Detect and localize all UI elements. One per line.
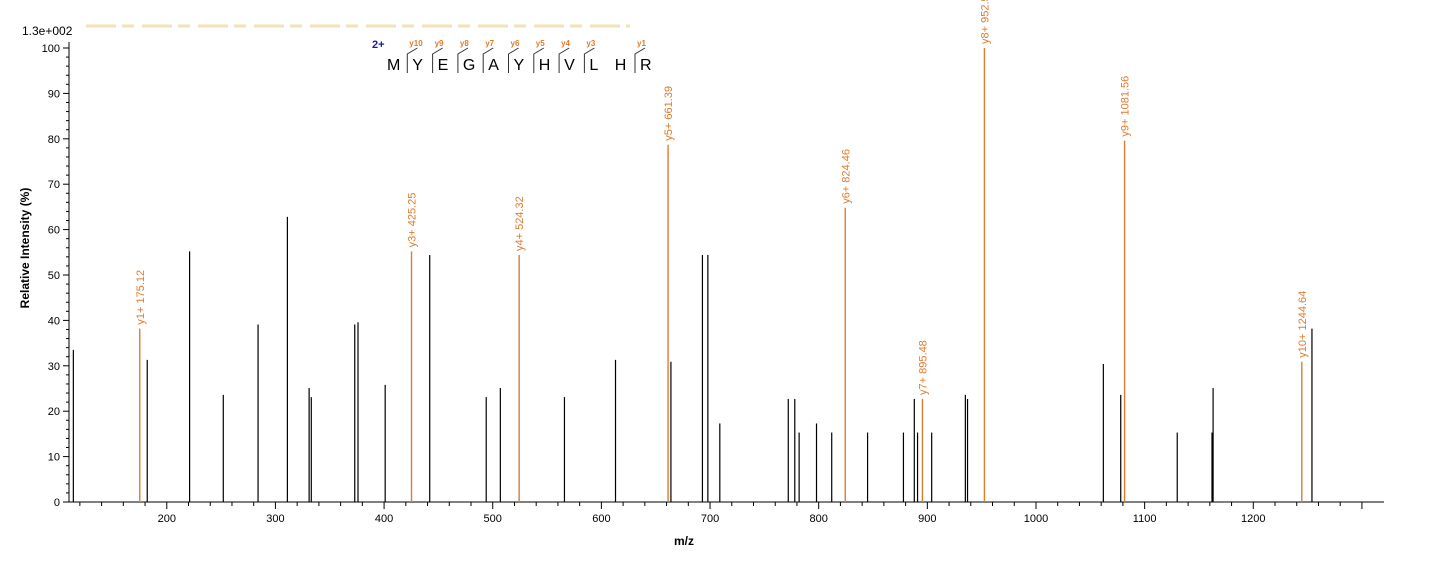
x-tick-label: 500 (484, 513, 502, 525)
x-tick-label: 600 (592, 513, 610, 525)
x-tick-label: 1000 (1024, 513, 1048, 525)
x-tick-label: 200 (158, 513, 176, 525)
y-ion-label: y10 (409, 39, 423, 48)
y-ion-bracket (432, 47, 443, 73)
sequence-residue: H (539, 57, 551, 74)
y-ion-label: y1 (637, 39, 646, 48)
x-tick-label: 900 (918, 513, 936, 525)
y-ion-bracket (508, 47, 519, 73)
peak-label: y5+ 661.39 (663, 86, 675, 141)
y-ion-label: y6 (511, 39, 520, 48)
x-tick-label: 1200 (1241, 513, 1265, 525)
y-axis: 0 10 20 30 40 50 60 70 80 90 100 (42, 42, 70, 509)
y-ion-label: y4 (561, 39, 570, 48)
y-tick-label: 30 (48, 361, 60, 373)
y-tick-label: 40 (48, 315, 60, 327)
y-tick-label: 80 (48, 134, 60, 146)
y-ion-label: y5 (536, 39, 545, 48)
x-tick-label: 300 (266, 513, 284, 525)
sequence-residue: G (463, 57, 475, 74)
charge-state: 2+ (372, 39, 385, 51)
peaks-group: y1+ 175.12 y3+ 425.25 y4+ 524.32 y5+ 661.39… (72, 0, 1313, 502)
y-ion-bracket (406, 47, 418, 73)
y-ion-bracket (457, 47, 469, 73)
y-ion-label: y9 (435, 39, 444, 48)
y-tick-label: 70 (48, 179, 60, 191)
y-tick-label: 60 (48, 225, 60, 237)
intensity-scale-label: 1.3e+002 (22, 24, 73, 38)
peak-label: y1+ 175.12 (135, 270, 147, 325)
peak-label: y6+ 824.46 (840, 149, 852, 204)
y-tick-label: 20 (48, 406, 60, 418)
y-tick-label: 100 (42, 43, 60, 55)
sequence-residue: Y (412, 57, 423, 74)
y-ion-bracket (482, 47, 494, 73)
sequence-residue: Y (514, 57, 525, 74)
x-tick-label: 700 (701, 513, 719, 525)
y-ion-bracket (533, 47, 545, 73)
x-axis: 200 300 400 500 600 700 800 900 1000 1100 1200 (69, 501, 1384, 525)
sequence-residue: A (488, 57, 499, 74)
y-tick-label: 50 (48, 270, 60, 282)
x-tick-label: 800 (810, 513, 828, 525)
peak-label: y8+ 952.52 (979, 0, 991, 44)
y-ion-label: y3 (586, 39, 595, 48)
peak-label: y9+ 1081.56 (1120, 76, 1132, 137)
peak-label: y4+ 524.32 (514, 196, 526, 251)
peak-label: y3+ 425.25 (407, 193, 419, 248)
y-ion-label: y7 (485, 39, 494, 48)
peak-label: y7+ 895.48 (917, 340, 929, 395)
sequence-residue: H (615, 57, 627, 74)
peak-label: y10+ 1244.64 (1297, 291, 1309, 358)
sequence-residue: V (564, 57, 575, 74)
y-ion-bracket (583, 47, 595, 73)
y-ion-label: y8 (460, 39, 469, 48)
y-tick-label: 0 (54, 497, 60, 509)
sequence-residue: L (589, 57, 598, 74)
y-ion-bracket (634, 47, 646, 73)
y-axis-label: Relative Intensity (%) (18, 188, 32, 309)
x-tick-label: 400 (375, 513, 393, 525)
y-tick-label: 90 (48, 88, 60, 100)
sequence-residue: E (438, 57, 449, 74)
y-tick-label: 10 (48, 452, 60, 464)
sequence-residue: M (387, 57, 400, 74)
x-axis-label: m/z (674, 534, 694, 548)
x-tick-label: 1100 (1133, 513, 1157, 525)
y-ion-bracket (558, 47, 570, 73)
sequence-residue: R (640, 57, 652, 74)
